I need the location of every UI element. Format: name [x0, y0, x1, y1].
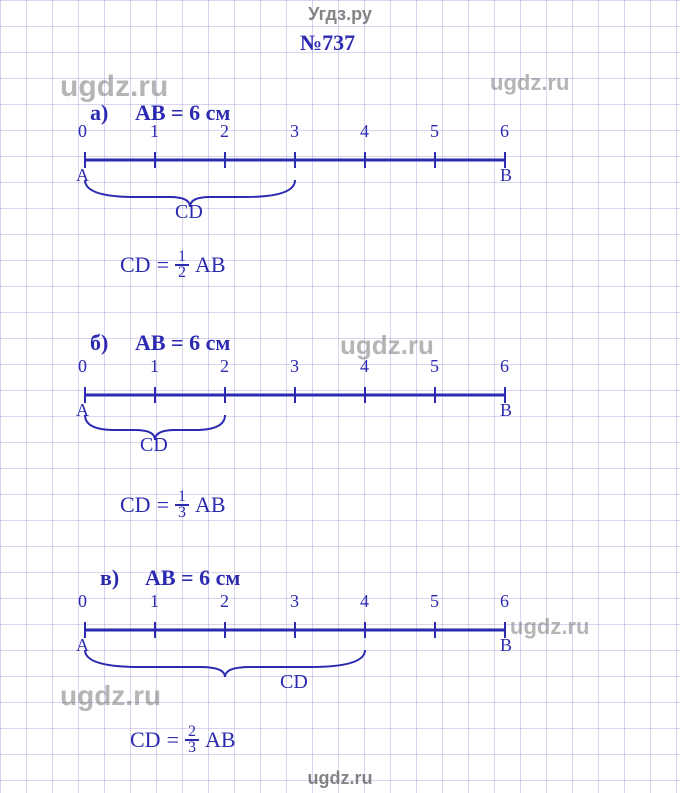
part-b-statement: AB = 6 см [135, 330, 230, 356]
tick-label: 4 [360, 356, 369, 377]
brace-label-cd: CD [280, 671, 308, 694]
fraction-den: 3 [175, 504, 189, 520]
fraction: 1 3 [175, 490, 189, 521]
part-c-numberline: 0 1 2 3 4 5 6 A B CD [80, 595, 520, 685]
page-content: Угдз.ру ugdz.ru ugdz.ru ugdz.ru ugdz.ru … [0, 0, 680, 793]
tick-label: 1 [150, 356, 159, 377]
eq-lhs: CD [120, 492, 151, 518]
part-b-equation: CD = 1 3 AB [120, 490, 226, 521]
point-a-label: A [76, 635, 89, 656]
tick-label: 3 [290, 591, 299, 612]
equals-sign: = [157, 492, 169, 518]
tick-label: 4 [360, 591, 369, 612]
brace-label-cd: CD [140, 434, 168, 457]
part-a-label: а) [90, 100, 108, 126]
brace-label-cd: CD [175, 201, 203, 224]
page-footer: ugdz.ru [0, 768, 680, 789]
tick-label: 2 [220, 356, 229, 377]
tick-label: 4 [360, 121, 369, 142]
watermark: ugdz.ru [60, 70, 168, 104]
fraction-den: 2 [175, 264, 189, 280]
tick-label: 6 [500, 356, 509, 377]
part-c-equation: CD = 2 3 AB [130, 725, 236, 756]
tick-label: 5 [430, 121, 439, 142]
tick-label: 6 [500, 121, 509, 142]
tick-label: 5 [430, 356, 439, 377]
part-c-statement: AB = 6 см [145, 565, 240, 591]
equals-sign: = [167, 727, 179, 753]
point-a-label: A [76, 165, 89, 186]
point-b-label: B [500, 635, 512, 656]
tick-label: 3 [290, 356, 299, 377]
eq-lhs: CD [130, 727, 161, 753]
watermark: ugdz.ru [490, 70, 569, 96]
tick-label: 6 [500, 591, 509, 612]
tick-label: 3 [290, 121, 299, 142]
tick-label: 0 [78, 121, 87, 142]
fraction: 2 3 [185, 725, 199, 756]
tick-label: 2 [220, 591, 229, 612]
tick-label: 0 [78, 356, 87, 377]
part-c-label: в) [100, 565, 119, 591]
watermark: ugdz.ru [510, 614, 589, 640]
point-b-label: B [500, 165, 512, 186]
fraction-num: 2 [188, 725, 196, 739]
tick-label: 5 [430, 591, 439, 612]
tick-label: 2 [220, 121, 229, 142]
equals-sign: = [157, 252, 169, 278]
part-a-equation: CD = 1 2 AB [120, 250, 226, 281]
fraction-den: 3 [185, 739, 199, 755]
tick-label: 1 [150, 121, 159, 142]
exercise-number: №737 [300, 30, 355, 56]
fraction-num: 1 [178, 490, 186, 504]
part-b-label: б) [90, 330, 108, 356]
watermark: ugdz.ru [340, 330, 434, 361]
fraction: 1 2 [175, 250, 189, 281]
eq-rhs: AB [195, 252, 226, 278]
eq-rhs: AB [205, 727, 236, 753]
eq-lhs: CD [120, 252, 151, 278]
point-a-label: A [76, 400, 89, 421]
part-b-numberline: 0 1 2 3 4 5 6 A B CD [80, 360, 520, 450]
part-a-numberline: 0 1 2 3 4 5 6 A B CD [80, 125, 520, 215]
point-b-label: B [500, 400, 512, 421]
tick-label: 0 [78, 591, 87, 612]
page-header: Угдз.ру [0, 4, 680, 25]
eq-rhs: AB [195, 492, 226, 518]
tick-label: 1 [150, 591, 159, 612]
fraction-num: 1 [178, 250, 186, 264]
